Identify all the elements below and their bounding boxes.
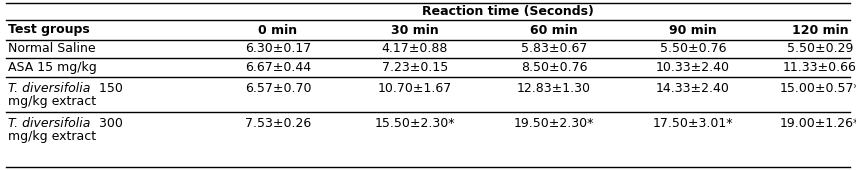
Text: 90 min: 90 min <box>669 23 716 37</box>
Text: 0 min: 0 min <box>259 23 298 37</box>
Text: 60 min: 60 min <box>530 23 578 37</box>
Text: 150: 150 <box>95 82 123 95</box>
Text: 300: 300 <box>95 117 123 130</box>
Text: Test groups: Test groups <box>8 23 90 37</box>
Text: 6.57±0.70: 6.57±0.70 <box>245 82 312 95</box>
Text: 30 min: 30 min <box>391 23 439 37</box>
Text: T. diversifolia: T. diversifolia <box>8 82 91 95</box>
Text: ASA 15 mg/kg: ASA 15 mg/kg <box>8 61 97 74</box>
Text: 10.70±1.67: 10.70±1.67 <box>377 82 452 95</box>
Text: mg/kg extract: mg/kg extract <box>8 95 96 108</box>
Text: 12.83±1.30: 12.83±1.30 <box>517 82 591 95</box>
Text: 5.50±0.76: 5.50±0.76 <box>660 42 726 55</box>
Text: 6.67±0.44: 6.67±0.44 <box>245 61 311 74</box>
Text: 10.33±2.40: 10.33±2.40 <box>656 61 730 74</box>
Text: 6.30±0.17: 6.30±0.17 <box>245 42 311 55</box>
Text: 19.00±1.26*: 19.00±1.26* <box>780 117 856 130</box>
Text: 17.50±3.01*: 17.50±3.01* <box>653 117 734 130</box>
Text: 5.83±0.67: 5.83±0.67 <box>520 42 587 55</box>
Text: 5.50±0.29: 5.50±0.29 <box>787 42 853 55</box>
Text: 14.33±2.40: 14.33±2.40 <box>656 82 730 95</box>
Text: 15.00±0.57*: 15.00±0.57* <box>780 82 856 95</box>
Text: T. diversifolia: T. diversifolia <box>8 117 91 130</box>
Text: Reaction time (Seconds): Reaction time (Seconds) <box>422 5 594 18</box>
Text: 19.50±2.30*: 19.50±2.30* <box>514 117 594 130</box>
Text: mg/kg extract: mg/kg extract <box>8 130 96 143</box>
Text: 15.50±2.30*: 15.50±2.30* <box>375 117 455 130</box>
Text: 4.17±0.88: 4.17±0.88 <box>382 42 449 55</box>
Text: 11.33±0.66: 11.33±0.66 <box>783 61 856 74</box>
Text: 7.53±0.26: 7.53±0.26 <box>245 117 311 130</box>
Text: 8.50±0.76: 8.50±0.76 <box>520 61 587 74</box>
Text: Normal Saline: Normal Saline <box>8 42 96 55</box>
Text: 7.23±0.15: 7.23±0.15 <box>382 61 449 74</box>
Text: 120 min: 120 min <box>792 23 848 37</box>
